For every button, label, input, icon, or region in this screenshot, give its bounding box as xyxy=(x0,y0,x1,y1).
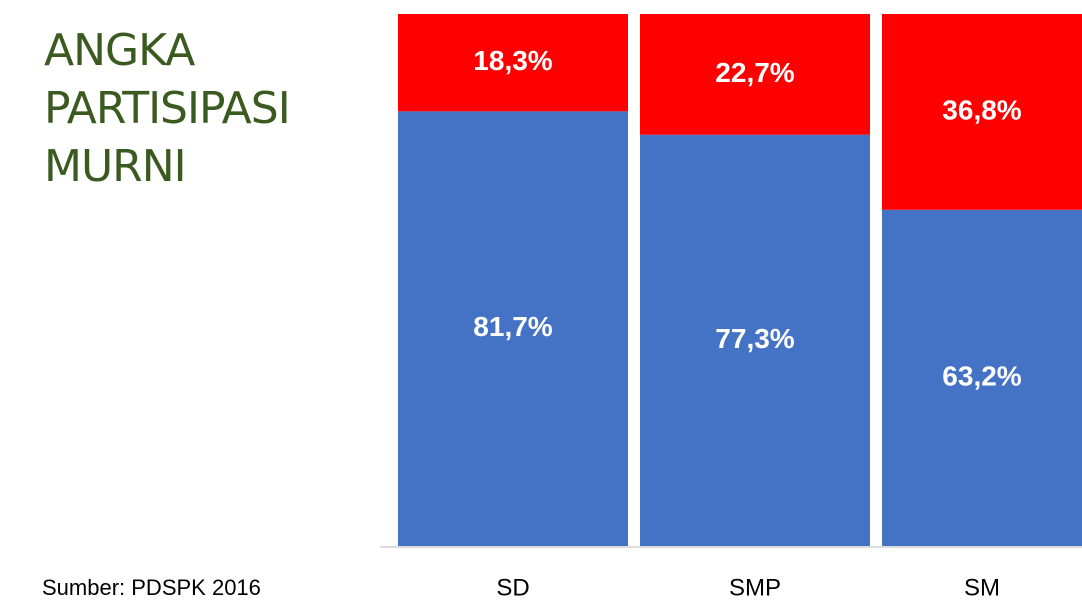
bar-segment xyxy=(882,209,1082,546)
source-note: Sumber: PDSPK 2016 xyxy=(42,575,261,600)
bar-segment xyxy=(640,134,870,546)
data-label: 81,7% xyxy=(473,311,552,342)
bar-segment xyxy=(398,111,628,546)
bar-segment xyxy=(398,14,628,112)
bar-segment xyxy=(640,14,870,135)
data-label: 22,7% xyxy=(715,57,794,88)
x-tick-label: SM xyxy=(964,574,1000,601)
chart-title: ANGKA PARTISIPASI MURNI xyxy=(44,25,291,192)
x-tick-label: SD xyxy=(496,574,529,601)
data-label: 63,2% xyxy=(942,360,1021,391)
data-label: 18,3% xyxy=(473,45,552,76)
x-tick-label: SMP xyxy=(729,574,781,601)
data-label: 36,8% xyxy=(942,94,1021,125)
data-label: 77,3% xyxy=(715,323,794,354)
bar-segment xyxy=(882,14,1082,210)
